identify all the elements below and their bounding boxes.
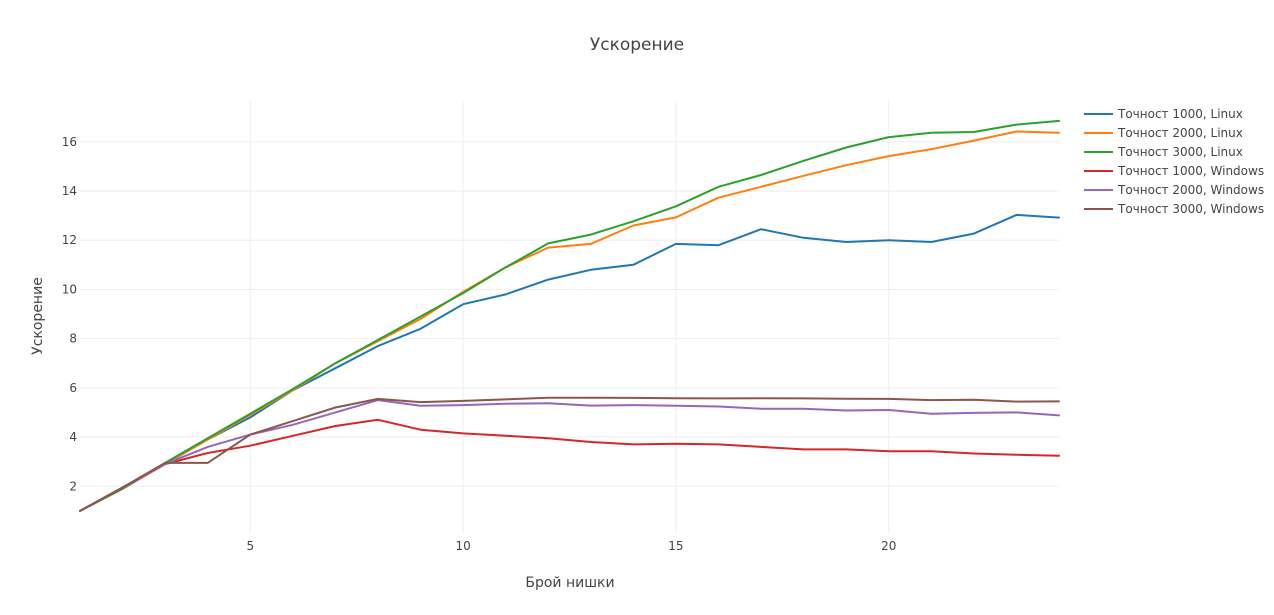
legend-item[interactable]: Точност 3000, Linux: [1084, 145, 1243, 159]
y-tick-label: 8: [69, 332, 77, 346]
x-axis-label: Брой нишки: [525, 575, 614, 591]
series-line-3: [79, 119, 1060, 512]
legend-label: Точност 2000, Linux: [1117, 126, 1243, 140]
y-tick-label: 4: [69, 430, 77, 444]
y-axis-label: Ускорение: [30, 277, 46, 355]
series-line-4: [79, 418, 1060, 512]
x-tick-label: 15: [668, 539, 683, 553]
legend-label: Точност 3000, Windows: [1117, 202, 1264, 216]
chart-title: Ускорение: [590, 35, 684, 55]
legend-item[interactable]: Точност 2000, Linux: [1084, 126, 1243, 140]
legend-label: Точност 2000, Windows: [1117, 183, 1264, 197]
y-tick-label: 14: [62, 184, 77, 198]
legend-label: Точност 1000, Linux: [1117, 107, 1243, 121]
series-line-5: [79, 399, 1060, 512]
series-line-6: [79, 396, 1060, 512]
y-tick-label: 2: [69, 479, 77, 493]
grid: [80, 100, 1059, 533]
x-tick-label: 10: [455, 539, 470, 553]
y-tick-label: 10: [62, 282, 77, 296]
legend-item[interactable]: Точност 1000, Linux: [1084, 107, 1243, 121]
series-lines: [79, 119, 1060, 512]
x-axis-ticks: 5 10 15 20: [246, 539, 896, 553]
legend-label: Точност 3000, Linux: [1117, 145, 1243, 159]
y-tick-label: 12: [62, 233, 77, 247]
x-tick-label: 20: [881, 539, 896, 553]
series-line-1: [79, 213, 1060, 512]
x-tick-label: 5: [246, 539, 254, 553]
y-tick-label: 6: [69, 381, 77, 395]
legend-label: Точност 1000, Windows: [1117, 164, 1264, 178]
legend[interactable]: Точност 1000, Linux Точност 2000, Linux То…: [1084, 107, 1264, 216]
y-axis-ticks: 2 4 6 8 10 12 14 16: [62, 135, 77, 493]
legend-item[interactable]: Точност 2000, Windows: [1084, 183, 1264, 197]
series-line-2: [79, 130, 1060, 512]
y-tick-label: 16: [62, 135, 77, 149]
legend-item[interactable]: Точност 1000, Windows: [1084, 164, 1264, 178]
legend-item[interactable]: Точност 3000, Windows: [1084, 202, 1264, 216]
